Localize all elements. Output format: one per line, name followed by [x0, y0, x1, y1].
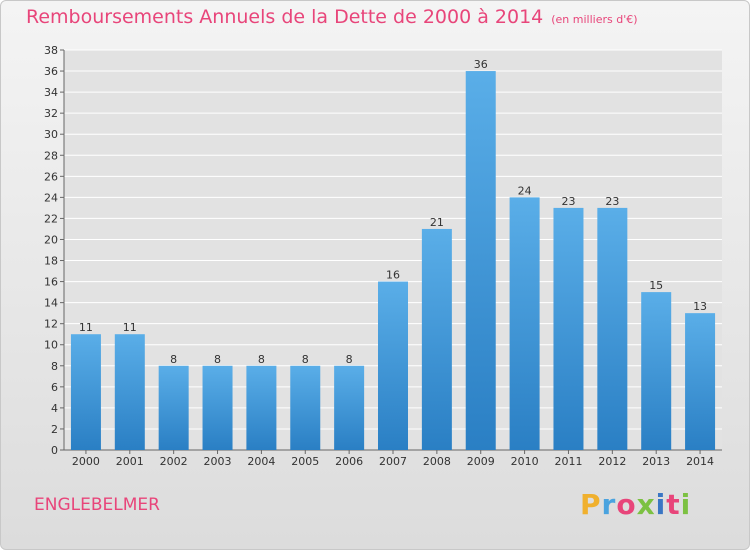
y-tick-label: 22 — [44, 212, 58, 225]
y-tick-label: 32 — [44, 107, 58, 120]
data-label: 23 — [561, 195, 575, 208]
bar — [421, 228, 452, 450]
x-tick-label: 2008 — [423, 455, 451, 468]
x-tick-label: 2004 — [247, 455, 275, 468]
chart-title: Remboursements Annuels de la Dette de 20… — [26, 6, 638, 28]
data-label: 21 — [430, 216, 444, 229]
data-label: 23 — [605, 195, 619, 208]
x-tick-label: 2002 — [160, 455, 188, 468]
place-name: ENGLEBELMER — [34, 495, 160, 515]
x-tick-label: 2009 — [467, 455, 495, 468]
bar — [290, 365, 321, 450]
bar — [597, 207, 628, 450]
y-tick-label: 10 — [44, 339, 58, 352]
y-tick-label: 20 — [44, 233, 58, 246]
x-tick-label: 2013 — [642, 455, 670, 468]
bar — [114, 334, 145, 450]
x-tick-label: 2000 — [72, 455, 100, 468]
y-tick-label: 0 — [51, 444, 58, 457]
y-tick-label: 16 — [44, 276, 58, 289]
bar — [158, 365, 189, 450]
x-tick-label: 2010 — [511, 455, 539, 468]
bar — [202, 365, 233, 450]
data-label: 13 — [693, 300, 707, 313]
y-tick-label: 6 — [51, 381, 58, 394]
logo-letter: i — [655, 488, 667, 521]
logo-letter: r — [601, 488, 617, 521]
y-tick-label: 18 — [44, 255, 58, 268]
proxiti-logo: Proxiti — [580, 488, 691, 521]
data-label: 36 — [474, 58, 488, 71]
bar — [685, 313, 716, 450]
y-tick-label: 8 — [51, 360, 58, 373]
y-tick-label: 26 — [44, 170, 58, 183]
x-tick-label: 2014 — [686, 455, 714, 468]
y-tick-label: 24 — [44, 191, 58, 204]
bar — [70, 334, 101, 450]
x-tick-label: 2011 — [554, 455, 582, 468]
y-tick-label: 12 — [44, 318, 58, 331]
y-tick-label: 30 — [44, 128, 58, 141]
unit-label: (en milliers d'€) — [551, 13, 638, 26]
bar — [334, 365, 365, 450]
x-tick-label: 2001 — [116, 455, 144, 468]
logo-letter: P — [580, 488, 602, 521]
y-tick-label: 2 — [51, 423, 58, 436]
data-label: 8 — [214, 353, 221, 366]
y-tick-label: 28 — [44, 149, 58, 162]
data-label: 8 — [346, 353, 353, 366]
bar — [641, 292, 672, 450]
logo-letter: i — [680, 488, 692, 521]
data-label: 11 — [123, 321, 137, 334]
y-tick-label: 36 — [44, 65, 58, 78]
logo-letter: t — [666, 488, 681, 521]
data-label: 8 — [258, 353, 265, 366]
y-tick-label: 34 — [44, 86, 58, 99]
bar — [465, 71, 496, 450]
bar — [509, 197, 540, 450]
data-label: 8 — [170, 353, 177, 366]
bar — [553, 207, 584, 450]
y-tick-label: 14 — [44, 297, 58, 310]
data-label: 24 — [518, 184, 532, 197]
data-label: 11 — [79, 321, 93, 334]
y-tick-label: 4 — [51, 402, 58, 415]
bar — [246, 365, 277, 450]
title-text: Remboursements Annuels de la Dette de 20… — [26, 6, 544, 28]
logo-letter: x — [636, 488, 656, 521]
bar — [378, 281, 408, 450]
y-tick-label: 38 — [44, 44, 58, 57]
logo-letter: o — [616, 488, 637, 521]
x-tick-label: 2006 — [335, 455, 363, 468]
data-label: 8 — [302, 353, 309, 366]
x-tick-label: 2005 — [291, 455, 319, 468]
x-tick-label: 2012 — [598, 455, 626, 468]
x-tick-label: 2007 — [379, 455, 407, 468]
data-label: 15 — [649, 279, 663, 292]
x-tick-label: 2003 — [204, 455, 232, 468]
data-label: 16 — [386, 269, 400, 282]
